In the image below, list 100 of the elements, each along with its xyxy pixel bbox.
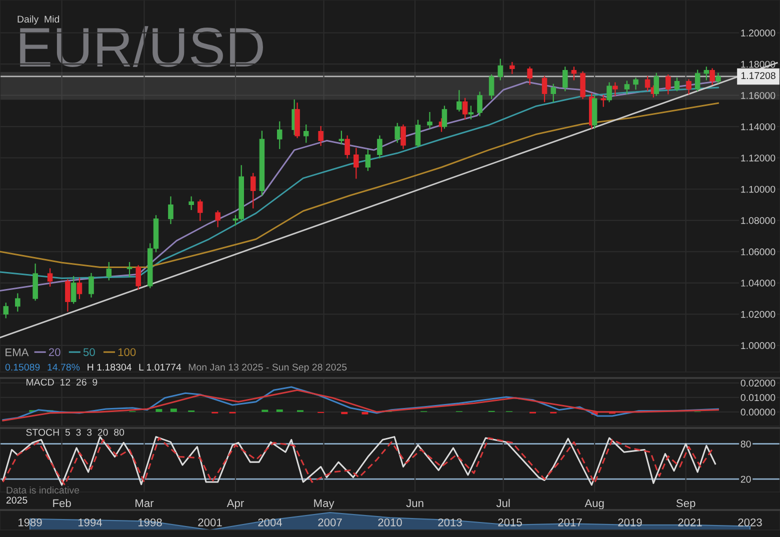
annotation: Data is indicative: [6, 486, 80, 494]
candlestick: [686, 79, 692, 94]
text: 2025: [6, 496, 28, 504]
x-tick-label: May: [314, 499, 334, 510]
candlestick: [394, 122, 400, 143]
candlestick: [168, 196, 174, 224]
y-tick-label: 1.06000: [741, 248, 776, 256]
legend-title: EMA: [6, 348, 29, 356]
candlestick: [106, 262, 112, 280]
candlestick: [344, 135, 350, 158]
candlestick: [76, 278, 82, 300]
candlestick: [542, 76, 548, 102]
annotation: Mon Jan 13 2025 - Sun Sep 28 2025: [188, 364, 347, 373]
candlestick: [612, 82, 618, 96]
legend-label: 50: [83, 348, 95, 356]
x-tick-label: 2004: [258, 518, 282, 526]
candlestick: [70, 276, 76, 304]
ref-line-label: 1.17208: [741, 72, 776, 80]
y-tick-label: 1.20000: [741, 30, 776, 36]
y-tick-label: 20: [740, 476, 751, 483]
candlestick: [15, 293, 20, 312]
annotation: Daily: [18, 15, 39, 25]
y-tick-label: 1.10000: [741, 186, 776, 193]
candlestick: [550, 84, 556, 102]
x-tick-label: Feb: [53, 498, 71, 508]
y-tick-label: 1.04000: [741, 280, 776, 287]
candlestick: [318, 126, 324, 146]
candlestick: [377, 135, 382, 158]
candlestick: [624, 80, 630, 94]
x-tick-label: Aug: [584, 499, 604, 510]
candlestick: [136, 265, 141, 290]
candlestick: [571, 66, 577, 80]
candlestick: [415, 120, 421, 148]
x-tick-label: Jun: [406, 499, 424, 508]
candlestick: [250, 172, 256, 208]
x-tick-label: 2013: [438, 518, 462, 526]
candlestick: [468, 106, 474, 120]
chart-title: MACD 12 26 9: [26, 378, 98, 386]
y-tick-label: 0.01000: [740, 394, 776, 402]
candlestick: [488, 74, 494, 100]
candlestick: [88, 272, 94, 298]
x-tick-label: 2010: [378, 518, 402, 526]
candlestick: [65, 279, 70, 312]
x-tick-label: 1998: [138, 518, 162, 526]
x-tick-label: 1994: [78, 518, 102, 526]
candlestick: [710, 68, 715, 85]
candlestick: [600, 94, 606, 107]
candlestick: [462, 98, 468, 120]
annotation: 0.15089: [5, 364, 40, 371]
x-tick-label: 1989: [18, 518, 42, 526]
candlestick: [644, 76, 650, 92]
y-tick-label: 1.08000: [741, 217, 776, 224]
candlestick: [498, 58, 504, 80]
candlestick: [365, 149, 371, 171]
candlestick: [477, 92, 482, 116]
y-tick-label: 1.00000: [741, 342, 776, 350]
candlestick: [126, 262, 132, 278]
candlestick: [188, 196, 194, 210]
candlestick: [427, 112, 432, 129]
candlestick: [198, 200, 203, 221]
candlestick: [666, 74, 671, 94]
y-tick-label: 1.16000: [741, 92, 776, 99]
y-tick-label: 1.14000: [741, 123, 776, 130]
candlestick: [654, 72, 660, 96]
candlestick: [276, 121, 282, 150]
x-tick-label: Jul: [496, 498, 510, 508]
x-tick-label: 2001: [198, 518, 222, 526]
x-tick-label: 2007: [318, 518, 342, 526]
candlestick: [215, 210, 220, 228]
candlestick: [716, 72, 721, 84]
y-tick-label: 1.02000: [741, 310, 776, 318]
candlestick: [354, 148, 359, 179]
candlestick: [3, 302, 9, 318]
annotation: Mid: [44, 15, 60, 23]
candlestick: [704, 66, 710, 80]
x-tick-label: 2023: [738, 518, 762, 526]
x-tick-label: Apr: [226, 499, 244, 510]
candlestick: [400, 124, 406, 150]
x-tick-label: Mar: [136, 499, 154, 508]
annotation: 14.78%: [48, 364, 80, 371]
legend-label: 20: [48, 348, 60, 356]
candlestick: [456, 90, 462, 112]
candlestick: [606, 82, 612, 102]
candlestick: [580, 71, 586, 100]
y-tick-label: 1.12000: [741, 154, 776, 162]
annotation: L 1.01774: [139, 364, 182, 371]
x-tick-label: Sep: [676, 499, 696, 510]
candlestick: [338, 130, 344, 144]
candlestick: [562, 66, 568, 92]
annotation: H 1.18304: [88, 364, 132, 371]
candlestick: [694, 70, 700, 92]
candlestick: [303, 124, 309, 143]
candlestick: [442, 106, 448, 129]
y-tick-label: 0.00000: [740, 408, 776, 416]
candlestick: [527, 66, 532, 85]
candlestick: [633, 78, 638, 90]
y-tick-label: 80: [740, 440, 751, 448]
candlestick: [47, 268, 53, 287]
legend-label: 100: [118, 348, 136, 356]
chart-title: STOCH 5 3 3 20 80: [26, 428, 124, 436]
